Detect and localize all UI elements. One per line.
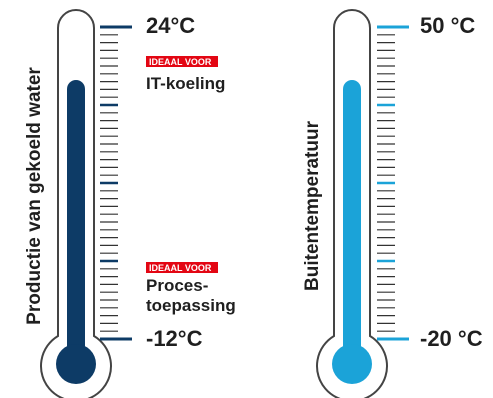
left-bottom-value: -12°C (146, 326, 203, 351)
right-vertical-label: Buitentemperatuur (302, 120, 323, 291)
left-fluid-column (67, 80, 85, 360)
right-thermometer (316, 9, 409, 398)
left-top-value: 24°C (146, 13, 195, 38)
badge-process-bg (146, 262, 218, 273)
right-top-value: 50 °C (420, 13, 475, 38)
right-bottom-value: -20 °C (420, 326, 483, 351)
right-fluid-column (343, 80, 361, 360)
badge-process-label: IDEAAL VOOR (149, 263, 212, 273)
it-cooling-text: IT-koeling (146, 74, 225, 93)
badge-it-cooling: IDEAAL VOOR (146, 56, 218, 67)
process-text-line2: toepassing (146, 296, 236, 315)
right-scale-ticks (377, 25, 409, 341)
badge-it-cooling-bg (146, 56, 218, 67)
left-thermometer (40, 9, 132, 398)
left-scale-ticks (100, 25, 132, 341)
process-text-line1: Proces- (146, 276, 208, 295)
left-vertical-label: Productie van gekoeld water (24, 67, 45, 325)
left-bulb (56, 344, 96, 384)
badge-it-cooling-label: IDEAAL VOOR (149, 57, 212, 67)
right-bulb (332, 344, 372, 384)
badge-process: IDEAAL VOOR (146, 262, 218, 273)
